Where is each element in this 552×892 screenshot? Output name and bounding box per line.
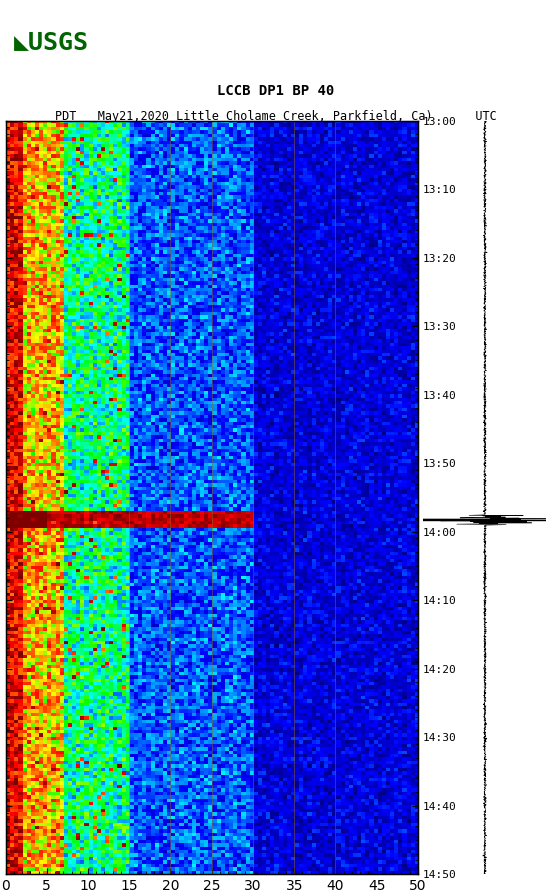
- Text: ◣USGS: ◣USGS: [14, 29, 89, 54]
- Text: LCCB DP1 BP 40: LCCB DP1 BP 40: [217, 84, 335, 98]
- Text: PDT   May21,2020 Little Cholame Creek, Parkfield, Ca)      UTC: PDT May21,2020 Little Cholame Creek, Par…: [55, 110, 497, 123]
